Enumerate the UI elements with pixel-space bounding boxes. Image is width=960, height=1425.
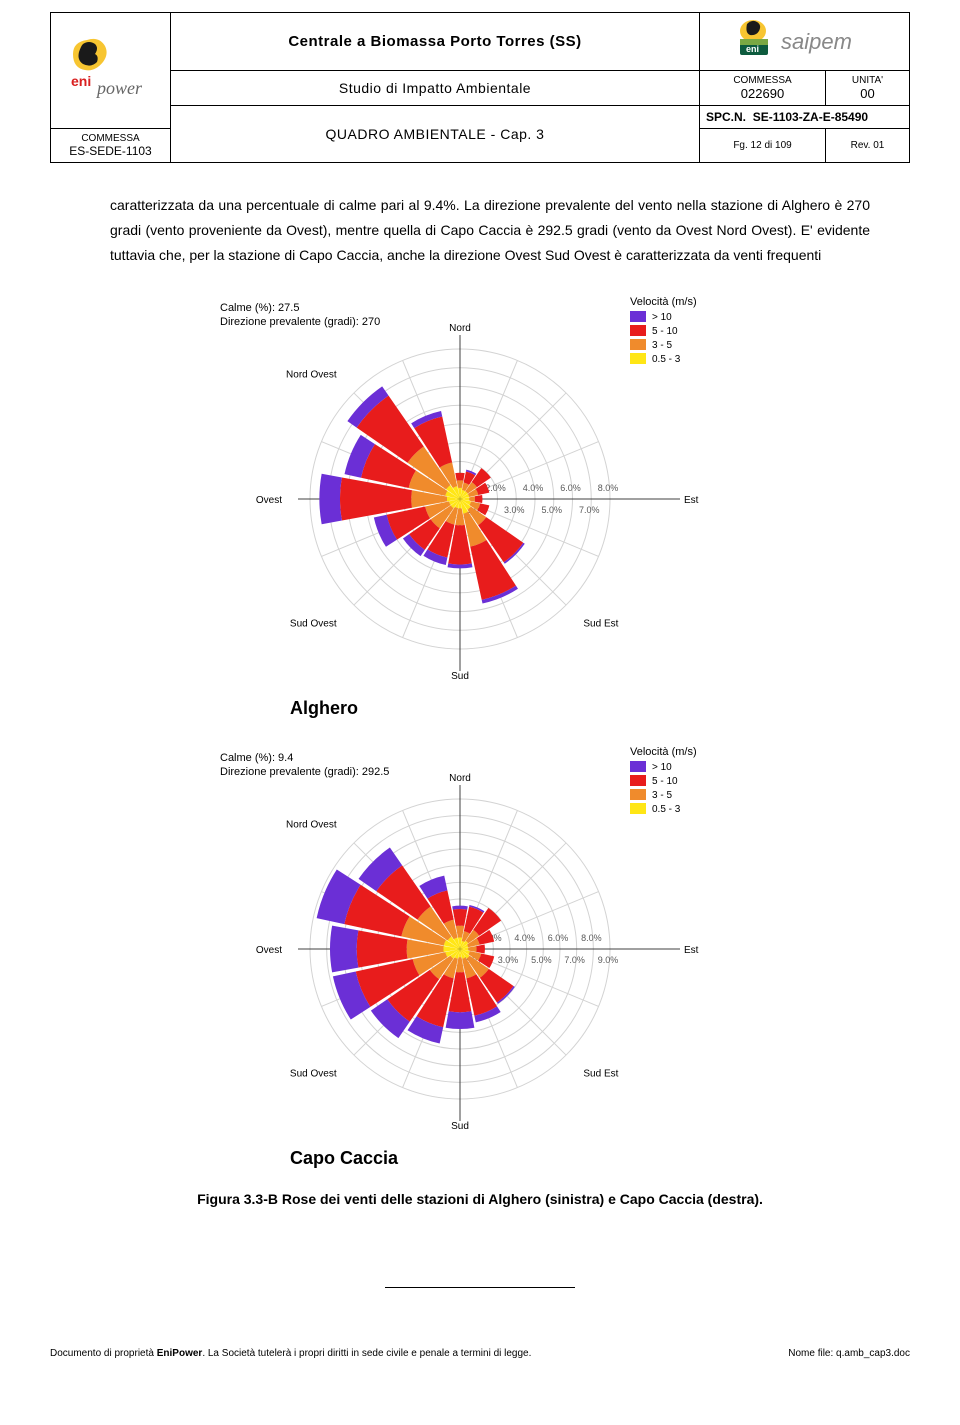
svg-text:5 - 10: 5 - 10 (652, 326, 678, 337)
svg-text:Calme (%): 27.5: Calme (%): 27.5 (220, 302, 299, 314)
revision: Rev. 01 (826, 129, 910, 163)
body-paragraph: caratterizzata da una percentuale di cal… (110, 193, 870, 269)
svg-text:Nord Ovest: Nord Ovest (286, 369, 337, 380)
svg-text:Sud Ovest: Sud Ovest (290, 1068, 337, 1079)
svg-text:power: power (95, 78, 143, 98)
svg-text:Est: Est (684, 945, 699, 956)
svg-text:Sud Est: Sud Est (583, 618, 618, 629)
svg-text:3.0%: 3.0% (504, 505, 525, 515)
svg-text:3 - 5: 3 - 5 (652, 340, 672, 351)
svg-text:Ovest: Ovest (256, 495, 282, 506)
svg-text:Ovest: Ovest (256, 945, 282, 956)
svg-text:5.0%: 5.0% (541, 505, 562, 515)
svg-text:Calme (%): 9.4: Calme (%): 9.4 (220, 752, 293, 764)
svg-text:8.0%: 8.0% (598, 483, 619, 493)
svg-text:0.5 - 3: 0.5 - 3 (652, 804, 681, 815)
doc-subtitle-1: Studio di Impatto Ambientale (171, 71, 700, 106)
svg-text:Sud Ovest: Sud Ovest (290, 618, 337, 629)
eni-power-logo-icon: eni power (59, 34, 157, 104)
svg-text:3 - 5: 3 - 5 (652, 790, 672, 801)
svg-text:Nord: Nord (449, 773, 471, 784)
svg-text:> 10: > 10 (652, 762, 672, 773)
footer-left: Documento di proprietà EniPower. La Soci… (50, 1348, 531, 1359)
windrose-chart-alghero: 1.0%2.0%3.0%4.0%5.0%6.0%7.0%8.0%NordEstS… (200, 289, 760, 689)
document-header: eni power Centrale a Biomassa Porto Torr… (50, 12, 910, 163)
svg-text:9.0%: 9.0% (598, 955, 619, 965)
page-footer: Documento di proprietà EniPower. La Soci… (0, 1348, 960, 1374)
svg-text:5 - 10: 5 - 10 (652, 776, 678, 787)
footer-right: Nome file: q.amb_cap3.doc (788, 1348, 910, 1359)
doc-title: Centrale a Biomassa Porto Torres (SS) (171, 13, 700, 71)
svg-text:Velocità (m/s): Velocità (m/s) (630, 296, 697, 308)
figure-caption: Figura 3.3-B Rose dei venti delle stazio… (50, 1191, 910, 1207)
svg-text:Direzione prevalente (gradi):: Direzione prevalente (gradi): 292.5 (220, 766, 389, 778)
city-label-alghero: Alghero (290, 698, 760, 719)
svg-text:6.0%: 6.0% (560, 483, 581, 493)
windrose-capocaccia: 1.0%2.0%3.0%4.0%5.0%6.0%7.0%8.0%9.0%Nord… (200, 739, 760, 1169)
svg-text:eni: eni (746, 44, 759, 54)
svg-text:8.0%: 8.0% (581, 933, 602, 943)
svg-text:eni: eni (71, 73, 91, 89)
doc-subtitle-2: QUADRO AMBIENTALE - Cap. 3 (171, 106, 700, 163)
svg-text:Direzione prevalente (gradi):: Direzione prevalente (gradi): 270 (220, 316, 380, 328)
svg-text:4.0%: 4.0% (514, 933, 535, 943)
svg-text:7.0%: 7.0% (564, 955, 585, 965)
svg-text:Sud: Sud (451, 671, 469, 682)
svg-text:Nord Ovest: Nord Ovest (286, 819, 337, 830)
svg-text:6.0%: 6.0% (548, 933, 569, 943)
svg-text:0.5 - 3: 0.5 - 3 (652, 354, 681, 365)
svg-text:4.0%: 4.0% (523, 483, 544, 493)
svg-text:7.0%: 7.0% (579, 505, 600, 515)
svg-text:5.0%: 5.0% (531, 955, 552, 965)
saipem-logo-cell: eni saipem (700, 13, 910, 71)
page-number: Fg. 12 di 109 (700, 129, 826, 163)
footnote-rule (385, 1287, 575, 1288)
city-label-capocaccia: Capo Caccia (290, 1148, 760, 1169)
eni-power-logo-cell: eni power (51, 13, 171, 129)
windrose-chart-capocaccia: 1.0%2.0%3.0%4.0%5.0%6.0%7.0%8.0%9.0%Nord… (200, 739, 760, 1139)
windrose-alghero: 1.0%2.0%3.0%4.0%5.0%6.0%7.0%8.0%NordEstS… (200, 289, 760, 719)
svg-text:saipem: saipem (781, 29, 852, 54)
saipem-logo-icon: eni saipem (715, 17, 895, 63)
svg-text:Nord: Nord (449, 323, 471, 334)
spc-row: SPC.N. SE-1103-ZA-E-85490 (700, 106, 910, 129)
svg-text:Sud Est: Sud Est (583, 1068, 618, 1079)
svg-text:Est: Est (684, 495, 699, 506)
commessa-left: COMMESSA ES-SEDE-1103 (51, 129, 171, 163)
commessa-right: COMMESSA 022690 (700, 71, 826, 106)
unita-right: UNITA' 00 (826, 71, 910, 106)
svg-text:Velocità (m/s): Velocità (m/s) (630, 746, 697, 758)
svg-text:> 10: > 10 (652, 312, 672, 323)
svg-text:Sud: Sud (451, 1121, 469, 1132)
svg-text:3.0%: 3.0% (498, 955, 519, 965)
